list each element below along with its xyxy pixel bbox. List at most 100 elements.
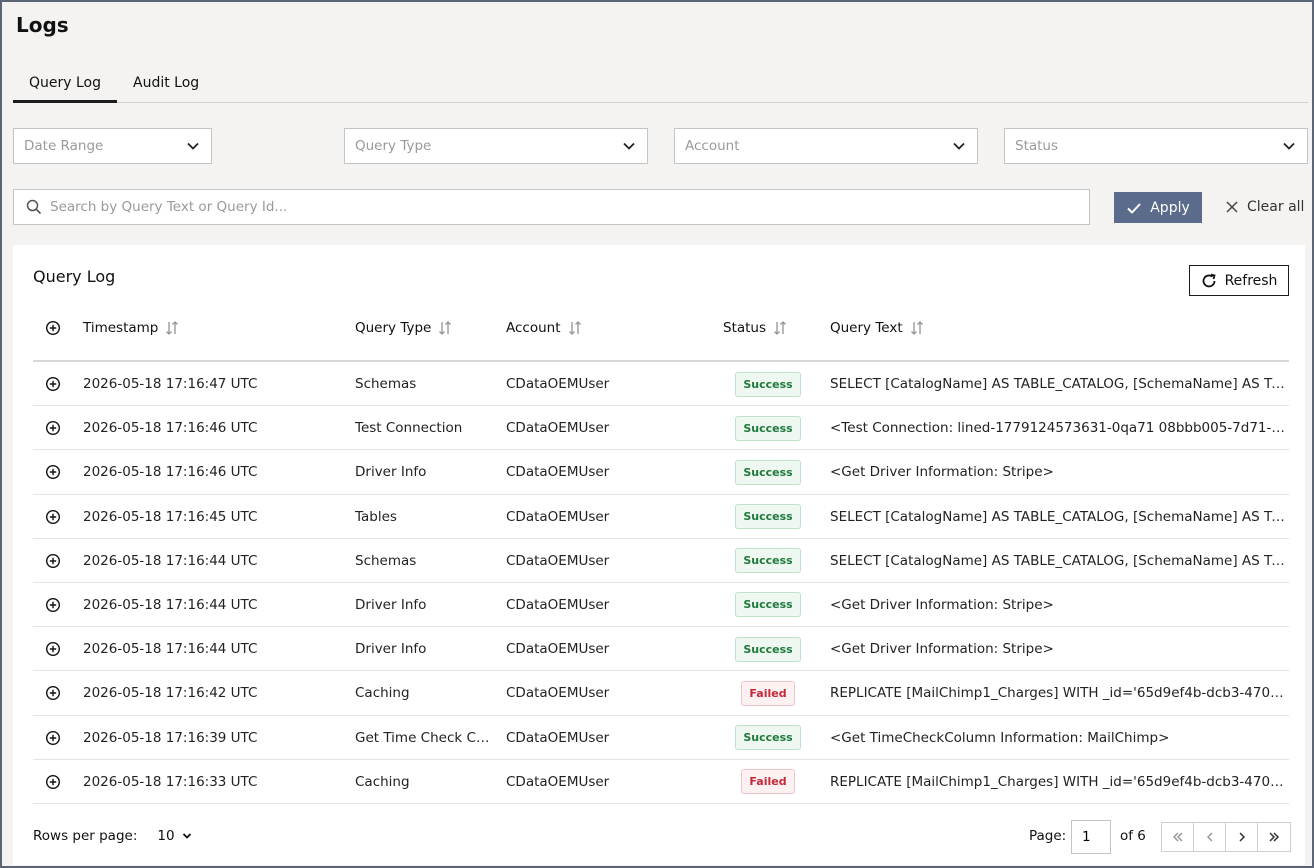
query-type-value: Test Connection: [355, 420, 463, 437]
page-number-input[interactable]: [1071, 820, 1111, 854]
expand-row-button[interactable]: [45, 583, 61, 627]
apply-button[interactable]: Apply: [1114, 192, 1202, 223]
column-header-account[interactable]: Account: [506, 307, 583, 349]
pager-controls: [1161, 822, 1291, 852]
next-page-button[interactable]: [1226, 823, 1258, 851]
status-cell: Success: [723, 495, 813, 539]
column-header-status[interactable]: Status: [723, 307, 788, 349]
table-row[interactable]: 2026-05-18 17:16:46 UTC Test Connection CD…: [33, 406, 1289, 451]
expand-row-button[interactable]: [45, 671, 61, 715]
query-type-cell: Tables: [355, 495, 495, 539]
close-icon: [1226, 201, 1238, 213]
plus-circle-icon: [45, 376, 61, 392]
prev-page-button[interactable]: [1194, 823, 1226, 851]
account-cell: CDataOEMUser: [506, 685, 610, 702]
table-row[interactable]: 2026-05-18 17:16:44 UTC Driver Info CDataO…: [33, 627, 1289, 672]
expand-row-button[interactable]: [45, 406, 61, 450]
table-row[interactable]: 2026-05-18 17:16:47 UTC Schemas CDataOEMUs…: [33, 362, 1289, 407]
table-row[interactable]: 2026-05-18 17:16:42 UTC Caching CDataOEMUs…: [33, 671, 1289, 716]
query-log-card: Query Log Refresh Timestamp: [13, 245, 1305, 865]
table-row[interactable]: 2026-05-18 17:16:44 UTC Driver Info CDataO…: [33, 583, 1289, 628]
expand-row-button[interactable]: [45, 495, 61, 539]
chevron-down-icon: [187, 142, 199, 150]
query-text-cell: REPLICATE [MailChimp1_Charges] WITH _id=…: [830, 760, 1289, 804]
search-box: [13, 189, 1090, 225]
column-label: Query Text: [830, 320, 903, 336]
sort-icon: [439, 321, 452, 335]
status-cell: Failed: [723, 760, 813, 804]
column-header-query-text[interactable]: Query Text: [830, 307, 925, 349]
expand-row-button[interactable]: [45, 450, 61, 494]
account-cell: CDataOEMUser: [506, 464, 610, 481]
timestamp-cell: 2026-05-18 17:16:44 UTC: [83, 552, 258, 569]
tab-audit-log[interactable]: Audit Log: [133, 74, 200, 91]
first-page-icon: [1172, 832, 1183, 842]
chevron-down-icon: [182, 833, 191, 839]
query-type-value: Caching: [355, 685, 410, 702]
table-row[interactable]: 2026-05-18 17:16:33 UTC Caching CDataOEMUs…: [33, 760, 1289, 804]
query-text-value: SELECT [CatalogName] AS TABLE_CATALOG, […: [830, 376, 1289, 392]
sort-icon: [910, 321, 923, 335]
expand-row-button[interactable]: [45, 716, 61, 760]
status-badge: Success: [735, 636, 801, 662]
expand-row-button[interactable]: [45, 627, 61, 671]
search-input[interactable]: [50, 199, 1050, 215]
status-dropdown[interactable]: Status: [1004, 128, 1308, 164]
status-placeholder: Status: [1015, 138, 1059, 154]
account-cell: CDataOEMUser: [506, 420, 610, 437]
column-header-timestamp[interactable]: Timestamp: [83, 307, 180, 349]
plus-circle-icon: [45, 320, 61, 336]
card-title: Query Log: [33, 267, 116, 286]
rows-per-page-select[interactable]: 10: [157, 828, 192, 844]
query-text-cell: <Get Driver Information: Stripe>: [830, 450, 1289, 494]
query-type-value: Driver Info: [355, 596, 427, 613]
plus-circle-icon: [45, 553, 61, 568]
query-text-value: <Get Driver Information: Stripe>: [830, 596, 1054, 613]
query-type-cell: Get Time Check Column Information: [355, 716, 495, 760]
plus-circle-icon: [45, 642, 61, 657]
tab-bar: Query Log Audit Log: [13, 62, 1308, 103]
expand-row-button[interactable]: [45, 539, 61, 583]
column-label: Status: [723, 320, 767, 336]
rows-per-page-label: Rows per page:: [33, 828, 138, 844]
query-type-placeholder: Query Type: [355, 138, 432, 154]
status-badge: Success: [735, 504, 801, 530]
last-page-button[interactable]: [1258, 823, 1290, 851]
query-type-cell: Driver Info: [355, 627, 495, 671]
tab-query-log[interactable]: Query Log: [13, 62, 118, 103]
query-text-value: <Get Driver Information: Stripe>: [830, 464, 1054, 481]
status-cell: Success: [723, 406, 813, 450]
query-text-value: <Test Connection: lined-1779124573631-0q…: [830, 420, 1289, 437]
query-type-dropdown[interactable]: Query Type: [344, 128, 648, 164]
first-page-button[interactable]: [1162, 823, 1194, 851]
refresh-button[interactable]: Refresh: [1189, 265, 1289, 296]
pagination-footer: Rows per page: 10 Page: of 6: [33, 820, 1291, 854]
expand-row-button[interactable]: [45, 362, 61, 406]
prev-page-icon: [1206, 832, 1213, 842]
query-text-cell: <Get TimeCheckColumn Information: MailCh…: [830, 716, 1289, 760]
query-type-value: Schemas: [355, 552, 417, 569]
clear-all-button[interactable]: Clear all: [1225, 196, 1304, 218]
query-type-cell: Driver Info: [355, 583, 495, 627]
account-dropdown[interactable]: Account: [674, 128, 978, 164]
table-body: 2026-05-18 17:16:47 UTC Schemas CDataOEMUs…: [33, 362, 1289, 804]
table-row[interactable]: 2026-05-18 17:16:44 UTC Schemas CDataOEMUs…: [33, 539, 1289, 583]
table-row[interactable]: 2026-05-18 17:16:45 UTC Tables CDataOEMUse…: [33, 495, 1289, 539]
column-header-query-type[interactable]: Query Type: [355, 307, 453, 349]
query-text-cell: REPLICATE [MailChimp1_Charges] WITH _id=…: [830, 671, 1289, 715]
apply-label: Apply: [1150, 199, 1190, 216]
query-type-value: Schemas: [355, 376, 417, 392]
query-text-value: REPLICATE [MailChimp1_Charges] WITH _id=…: [830, 685, 1289, 702]
table-row[interactable]: 2026-05-18 17:16:46 UTC Driver Info CDataO…: [33, 450, 1289, 495]
refresh-label: Refresh: [1224, 272, 1278, 289]
expand-all-button[interactable]: [45, 307, 61, 349]
query-text-value: SELECT [CatalogName] AS TABLE_CATALOG, […: [830, 552, 1289, 569]
date-range-dropdown[interactable]: Date Range: [13, 128, 212, 164]
table-row[interactable]: 2026-05-18 17:16:39 UTC Get Time Check Co…: [33, 716, 1289, 760]
expand-row-button[interactable]: [45, 760, 61, 804]
query-text-cell: SELECT [CatalogName] AS TABLE_CATALOG, […: [830, 362, 1289, 406]
column-label: Timestamp: [83, 320, 159, 336]
status-badge: Failed: [741, 769, 795, 795]
timestamp-cell: 2026-05-18 17:16:45 UTC: [83, 508, 258, 525]
